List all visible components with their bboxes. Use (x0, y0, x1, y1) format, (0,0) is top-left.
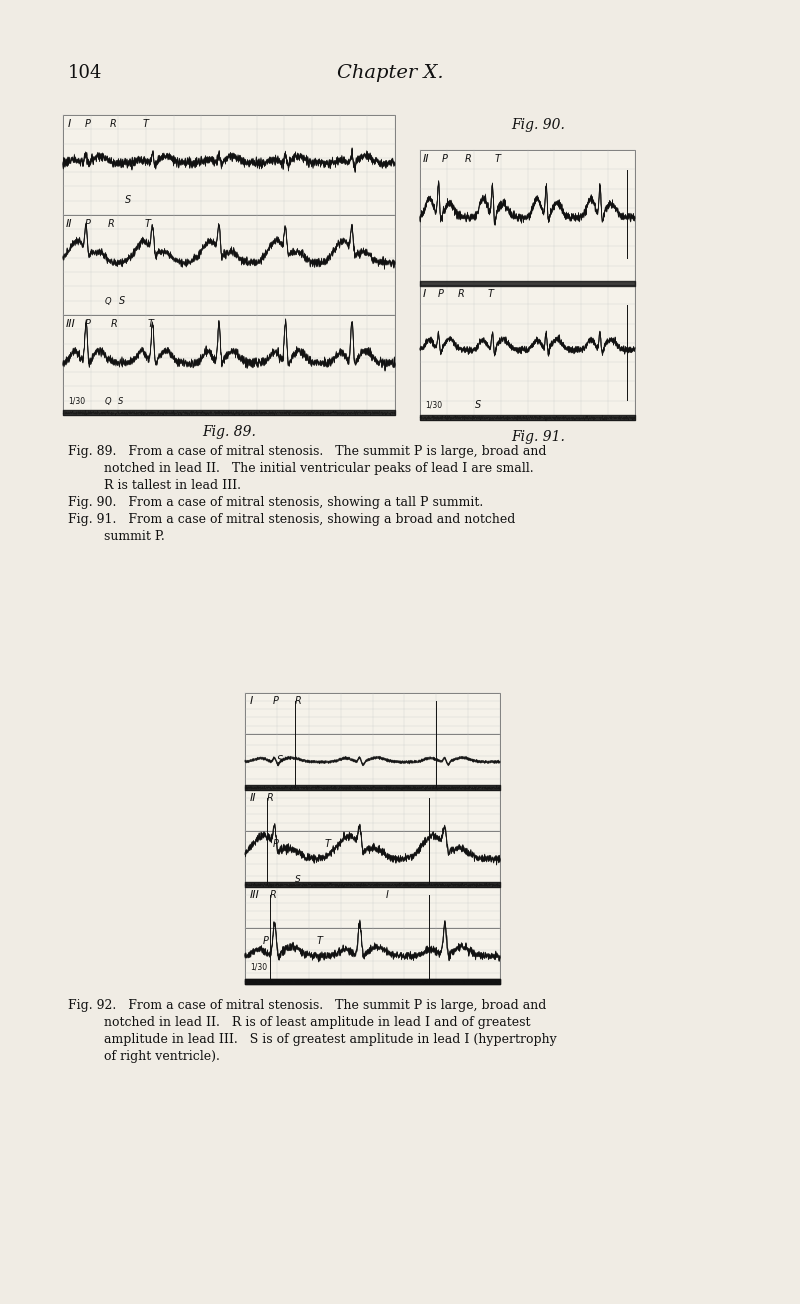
Text: R: R (267, 793, 274, 803)
Text: R is tallest in lead III.: R is tallest in lead III. (104, 479, 241, 492)
Text: P: P (85, 219, 91, 230)
Text: T: T (325, 840, 331, 849)
Text: 1/30: 1/30 (68, 396, 85, 406)
Text: R: R (108, 219, 114, 230)
Text: 1/30: 1/30 (250, 962, 267, 971)
Text: I: I (68, 119, 71, 129)
Text: II: II (250, 793, 257, 803)
Text: II: II (66, 219, 73, 230)
Text: II: II (423, 154, 430, 164)
Bar (245, 790, 500, 831)
Text: T: T (148, 319, 154, 329)
Bar (245, 734, 500, 790)
Text: I: I (386, 891, 388, 900)
Text: III: III (250, 891, 260, 900)
Text: Fig. 89.   From a case of mitral stenosis.   The summit P is large, broad and: Fig. 89. From a case of mitral stenosis.… (68, 445, 546, 458)
Text: 1/30: 1/30 (425, 402, 442, 409)
Bar (63, 215, 395, 316)
Bar (63, 316, 395, 415)
Bar (245, 887, 500, 927)
Bar (245, 831, 500, 887)
Bar (63, 115, 395, 215)
Text: Fig. 92.   From a case of mitral stenosis.   The summit P is large, broad and: Fig. 92. From a case of mitral stenosis.… (68, 999, 546, 1012)
Text: Chapter X.: Chapter X. (337, 64, 443, 82)
Text: Fig. 91.: Fig. 91. (511, 430, 565, 443)
Text: T: T (145, 219, 151, 230)
Text: Fig. 91.   From a case of mitral stenosis, showing a broad and notched: Fig. 91. From a case of mitral stenosis,… (68, 512, 515, 526)
Text: T: T (488, 289, 494, 299)
Text: S: S (277, 755, 283, 765)
Text: summit P.: summit P. (104, 529, 165, 542)
Text: P: P (85, 119, 91, 129)
Text: R: R (465, 154, 472, 164)
Bar (245, 927, 500, 985)
Text: T: T (495, 154, 501, 164)
Text: T: T (317, 936, 323, 947)
Text: P: P (273, 840, 279, 849)
Text: S: S (119, 296, 126, 306)
Text: P: P (442, 154, 448, 164)
Text: notched in lead II.   R is of least amplitude in lead I and of greatest: notched in lead II. R is of least amplit… (104, 1016, 530, 1029)
Text: Fig. 89.: Fig. 89. (202, 425, 256, 439)
Text: Q: Q (105, 297, 112, 306)
Text: R: R (270, 891, 277, 900)
Bar (420, 150, 635, 286)
Text: S: S (475, 400, 482, 409)
Text: P: P (438, 289, 444, 299)
Text: T: T (143, 119, 149, 129)
Text: notched in lead II.   The initial ventricular peaks of lead I are small.: notched in lead II. The initial ventricu… (104, 462, 534, 475)
Text: 104: 104 (68, 64, 102, 82)
Bar (245, 692, 500, 734)
Text: III: III (66, 319, 76, 329)
Text: I: I (250, 696, 254, 705)
Text: of right ventricle).: of right ventricle). (104, 1050, 220, 1063)
Text: amplitude in lead III.   S is of greatest amplitude in lead I (hypertrophy: amplitude in lead III. S is of greatest … (104, 1033, 557, 1046)
Text: R: R (458, 289, 465, 299)
Text: R: R (295, 696, 302, 705)
Text: S: S (118, 396, 123, 406)
Text: P: P (263, 936, 269, 947)
Text: R: R (111, 319, 118, 329)
Text: Fig. 90.   From a case of mitral stenosis, showing a tall P summit.: Fig. 90. From a case of mitral stenosis,… (68, 496, 483, 509)
Text: S: S (125, 196, 131, 205)
Text: Fig. 90.: Fig. 90. (511, 117, 565, 132)
Bar (420, 286, 635, 420)
Text: P: P (85, 319, 91, 329)
Text: P: P (273, 696, 279, 705)
Text: R: R (110, 119, 117, 129)
Text: I: I (423, 289, 426, 299)
Text: Q: Q (105, 396, 112, 406)
Text: S: S (295, 875, 301, 884)
